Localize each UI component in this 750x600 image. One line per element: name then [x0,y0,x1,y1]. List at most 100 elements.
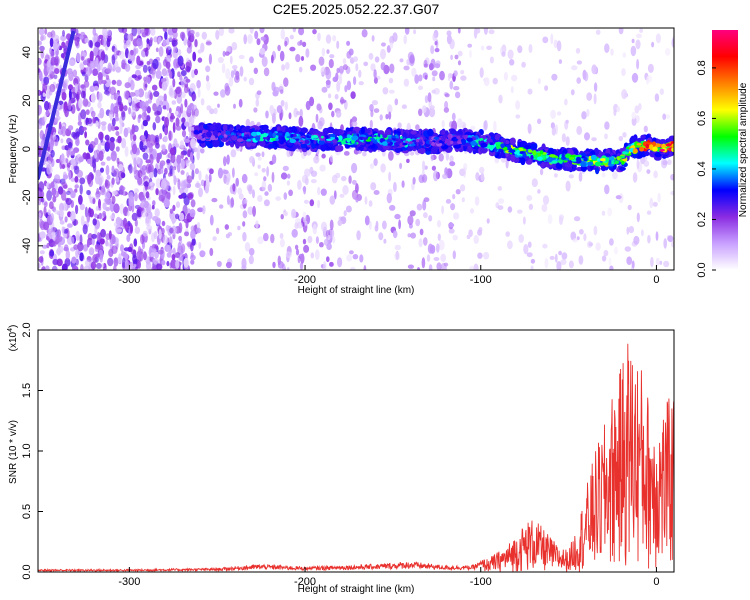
noise-point [428,215,433,222]
noise-point [100,228,106,238]
noise-point [621,89,628,100]
noise-point [38,198,42,206]
noise-point [631,72,639,83]
noise-point [74,176,79,183]
signal-band-point [619,166,626,171]
noise-point [156,263,163,270]
noise-point [129,224,133,234]
noise-point [76,170,84,178]
noise-point [241,199,246,205]
noise-point [225,177,230,186]
noise-point [160,179,167,191]
noise-point [68,170,72,180]
noise-point [362,151,367,157]
noise-point [410,232,416,239]
noise-point [565,119,569,124]
signal-core-point [569,156,574,161]
noise-point [190,199,196,208]
noise-point [63,183,68,189]
noise-point [517,45,523,54]
signal-band-point [410,130,417,135]
noise-point [169,147,176,156]
signal-core-point [300,139,304,143]
noise-point [77,121,83,126]
noise-point [283,77,289,87]
noise-point [328,58,334,69]
snr-y-ticks: 0.00.51.01.52.0 [21,322,43,580]
noise-point [423,197,430,203]
noise-point [60,138,64,144]
signal-core-point [325,138,333,141]
noise-point [166,190,171,202]
noise-point [142,119,148,127]
noise-point [43,113,48,122]
noise-point [206,81,211,91]
noise-point [44,100,50,111]
noise-point [431,89,436,94]
noise-point [107,257,114,267]
noise-point [280,28,286,40]
noise-point [302,186,307,192]
noise-point [49,37,54,48]
noise-point [106,156,111,161]
noise-point [370,182,377,191]
noise-point [315,236,319,244]
noise-point [83,80,90,88]
noise-point [102,37,107,47]
noise-point [454,91,461,99]
noise-point [282,165,289,172]
noise-point [123,43,128,50]
signal-core-point [622,151,629,155]
noise-point [190,229,196,240]
noise-point [418,108,423,117]
noise-point [331,174,338,184]
noise-point [655,257,660,266]
noise-point [267,183,273,192]
noise-point [321,86,328,93]
spectrogram-x-tick-label: -300 [118,274,140,286]
noise-point [321,47,326,57]
noise-point [209,168,214,175]
noise-point [335,72,339,82]
noise-point [228,28,235,34]
signal-band-point [212,139,220,148]
noise-point [297,179,302,190]
noise-point [385,113,389,120]
signal-core-point [382,134,388,139]
noise-point [329,261,334,267]
noise-point [121,137,127,149]
noise-point [342,58,347,65]
signal-core-point [532,150,537,156]
noise-point [219,204,224,209]
signal-core-point [346,134,351,139]
noise-point [378,232,384,241]
noise-point [160,168,164,174]
noise-point [91,233,98,239]
signal-core-point [225,130,231,135]
noise-point [303,244,310,253]
signal-core-point [583,157,588,162]
noise-point [653,170,658,179]
noise-point [136,55,141,66]
noise-point [186,105,192,114]
noise-point [271,154,277,164]
noise-point [604,133,608,140]
noise-point [197,88,201,98]
noise-point [124,82,131,89]
noise-point [647,63,654,73]
noise-point [255,152,261,157]
noise-point [170,112,174,118]
noise-point [131,124,135,135]
noise-point [80,264,84,270]
noise-point [215,29,220,40]
noise-point [388,77,394,84]
noise-point [225,261,232,269]
noise-point [217,56,224,64]
noise-point [191,115,196,120]
noise-point [39,28,45,36]
noise-point [350,91,356,99]
noise-point [342,64,348,71]
noise-point [505,231,511,237]
noise-point [53,34,60,43]
noise-point [180,70,187,77]
